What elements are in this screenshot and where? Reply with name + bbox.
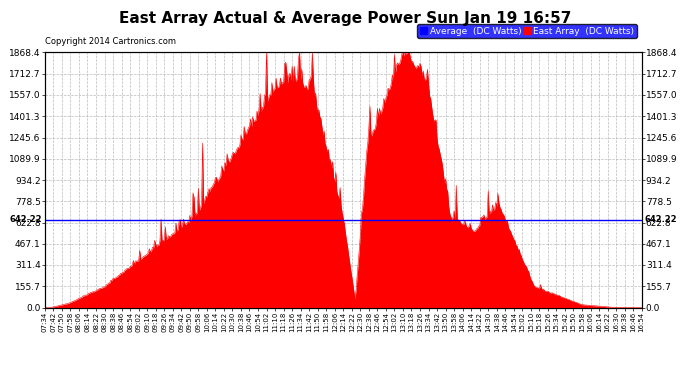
- Text: 642.22: 642.22: [644, 215, 677, 224]
- Text: Copyright 2014 Cartronics.com: Copyright 2014 Cartronics.com: [45, 38, 176, 46]
- Text: 642.22: 642.22: [10, 215, 42, 224]
- Legend: Average  (DC Watts), East Array  (DC Watts): Average (DC Watts), East Array (DC Watts…: [417, 24, 637, 38]
- Text: East Array Actual & Average Power Sun Jan 19 16:57: East Array Actual & Average Power Sun Ja…: [119, 11, 571, 26]
